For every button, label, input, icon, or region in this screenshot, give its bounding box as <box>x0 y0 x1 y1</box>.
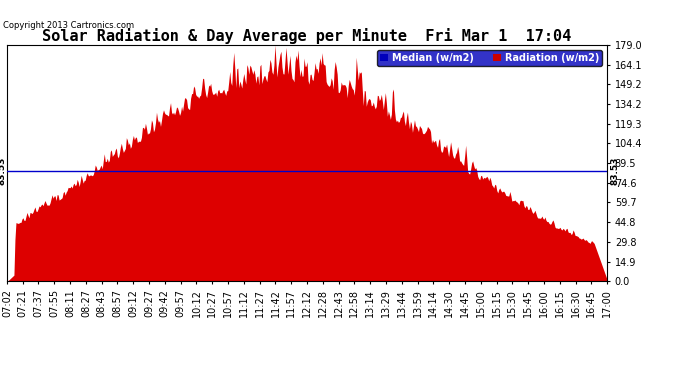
Title: Solar Radiation & Day Average per Minute  Fri Mar 1  17:04: Solar Radiation & Day Average per Minute… <box>42 28 572 44</box>
Text: 83.53: 83.53 <box>0 157 6 185</box>
Legend: Median (w/m2), Radiation (w/m2): Median (w/m2), Radiation (w/m2) <box>377 50 602 66</box>
Text: Copyright 2013 Cartronics.com: Copyright 2013 Cartronics.com <box>3 21 135 30</box>
Text: 83.53: 83.53 <box>610 157 619 185</box>
